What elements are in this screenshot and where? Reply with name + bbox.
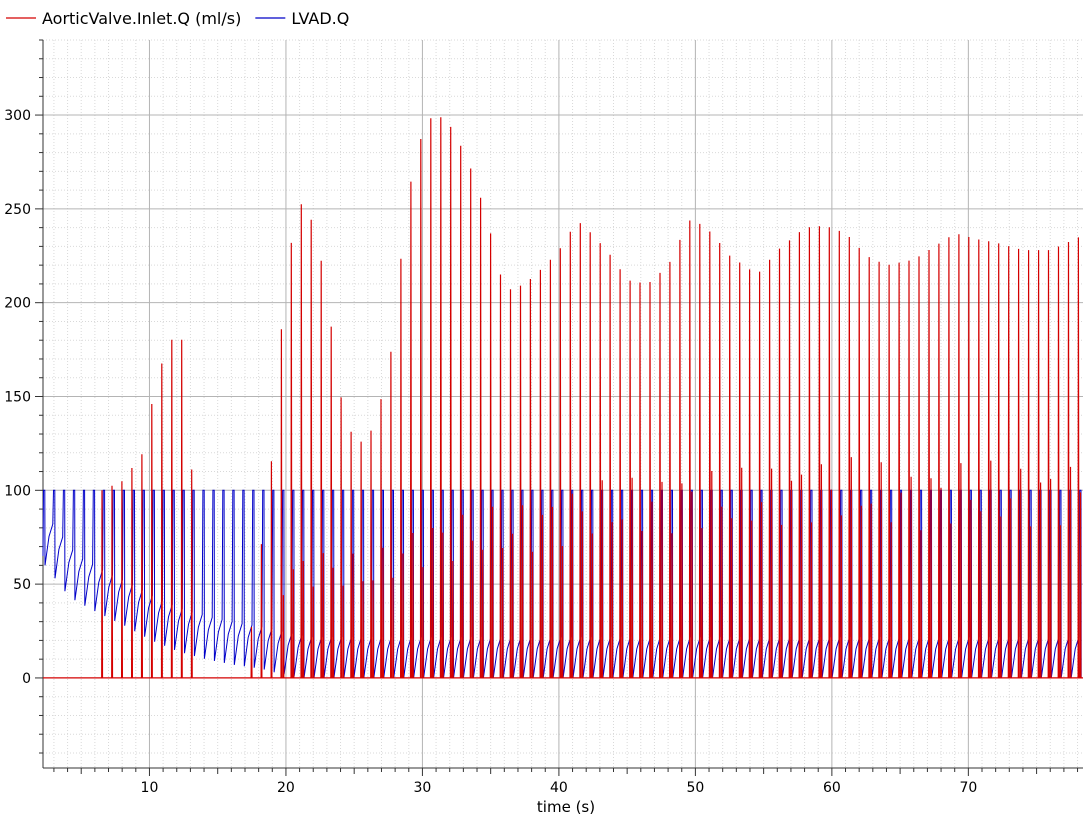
legend-label: LVAD.Q	[291, 9, 349, 28]
y-tick-label: 300	[4, 108, 31, 124]
y-tick-label: 250	[4, 202, 31, 218]
legend[interactable]: AorticValve.Inlet.Q (ml/s) LVAD.Q	[6, 9, 349, 28]
y-tick-label: 0	[22, 671, 31, 687]
y-tick-label: 150	[4, 389, 31, 405]
x-tick-labels: 10 20 30 40 50 60 70	[141, 780, 978, 796]
y-tick-label: 50	[13, 577, 31, 593]
series-line-aorticvalve-inlet-q	[43, 117, 1083, 679]
x-tick-label: 30	[414, 780, 432, 796]
x-tick-label: 40	[550, 780, 568, 796]
x-tick-label: 10	[141, 780, 159, 796]
series-layer	[42, 117, 1083, 679]
y-tick-label: 200	[4, 296, 31, 312]
x-tick-label: 70	[959, 780, 977, 796]
legend-item[interactable]: AorticValve.Inlet.Q (ml/s)	[6, 9, 241, 28]
x-tick-label: 20	[277, 780, 295, 796]
x-tick-label: 50	[686, 780, 704, 796]
x-axis-title: time (s)	[537, 798, 595, 816]
axes	[35, 39, 1083, 776]
x-tick-label: 60	[823, 780, 841, 796]
legend-item[interactable]: LVAD.Q	[255, 9, 349, 28]
y-tick-labels: 0 50 100 150 200 250 300	[4, 108, 31, 687]
y-tick-label: 100	[4, 483, 31, 499]
series-line-lvad-q	[42, 489, 1082, 678]
legend-label: AorticValve.Inlet.Q (ml/s)	[42, 9, 241, 28]
